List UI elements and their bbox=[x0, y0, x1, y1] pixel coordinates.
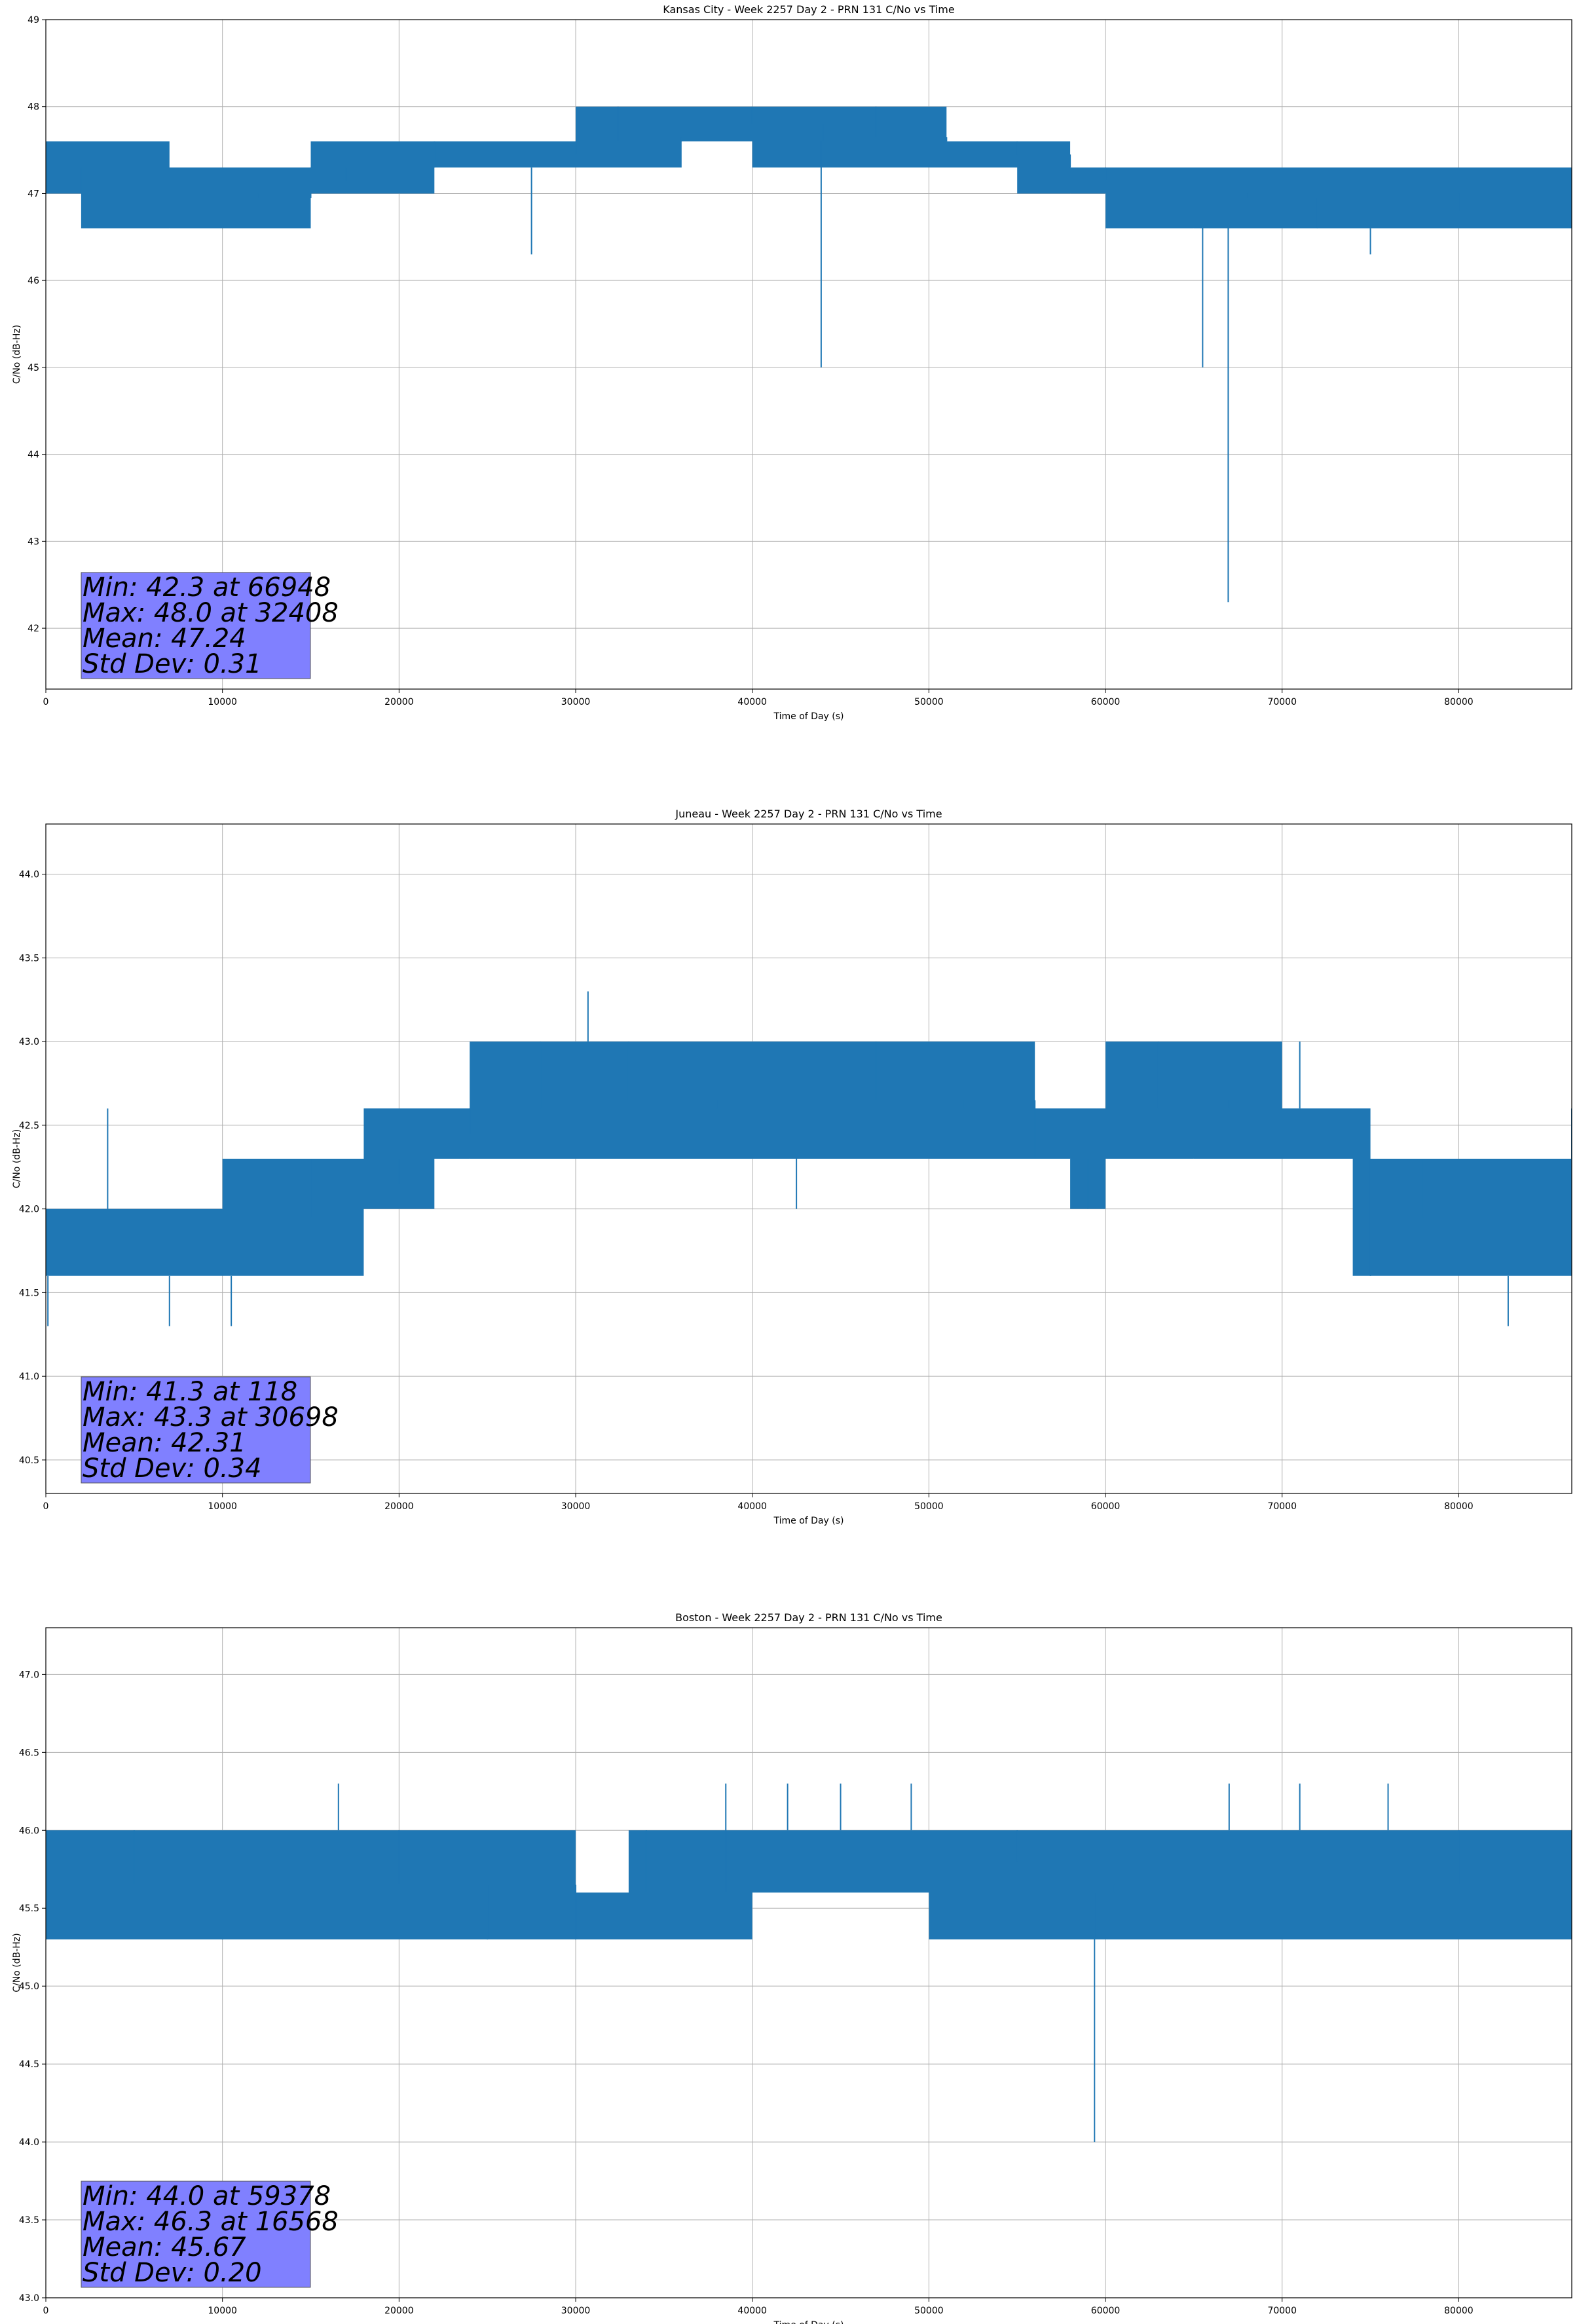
x-tick-label: 20000 bbox=[384, 1501, 414, 1512]
x-axis-label: Time of Day (s) bbox=[773, 1516, 844, 1526]
chart-panel: 0 10000 20000 30000 40000 50000 60000 70000 8000… bbox=[12, 3, 1572, 722]
chart-panel: 0 10000 20000 30000 40000 50000 60000 70000 8000… bbox=[12, 1611, 1572, 2324]
x-tick-label: 30000 bbox=[561, 2306, 591, 2316]
chart-title: Kansas City - Week 2257 Day 2 - PRN 131 … bbox=[663, 3, 954, 16]
y-axis: 42 43 44 45 46 47 48 49 bbox=[28, 15, 46, 634]
y-tick-label: 42.0 bbox=[19, 1205, 39, 1215]
chart-panel: 0 10000 20000 30000 40000 50000 60000 70000 8000… bbox=[12, 808, 1572, 1526]
x-tick-label: 10000 bbox=[208, 1501, 237, 1512]
y-tick-label: 42 bbox=[28, 624, 39, 634]
y-tick-label: 48 bbox=[28, 102, 39, 113]
y-tick-label: 43 bbox=[28, 536, 39, 547]
x-tick-label: 50000 bbox=[914, 697, 944, 707]
y-tick-label: 44.5 bbox=[19, 2059, 39, 2070]
y-tick-label: 44.0 bbox=[19, 2137, 39, 2148]
y-tick-label: 41.5 bbox=[19, 1288, 39, 1298]
y-tick-label: 44 bbox=[28, 450, 39, 460]
stats-line: Mean: 45.67 bbox=[83, 2232, 246, 2262]
stats-line: Std Dev: 0.31 bbox=[83, 649, 262, 679]
x-tick-label: 30000 bbox=[561, 1501, 591, 1512]
x-tick-label: 80000 bbox=[1444, 2306, 1474, 2316]
plot-frame bbox=[45, 823, 1572, 1494]
y-tick-label: 41.0 bbox=[19, 1372, 39, 1382]
y-axis: 43.0 43.5 44.0 44.5 45.0 45.5 46.0 46.5 47.0 bbox=[19, 1670, 46, 2304]
stats-line: Std Dev: 0.20 bbox=[83, 2258, 262, 2288]
x-tick-label: 30000 bbox=[561, 697, 591, 707]
stats-line: Max: 43.3 at 30698 bbox=[83, 1402, 339, 1433]
x-tick-label: 10000 bbox=[208, 2306, 237, 2316]
x-tick-label: 60000 bbox=[1091, 697, 1121, 707]
y-tick-label: 43.0 bbox=[19, 2293, 39, 2304]
y-tick-label: 45.0 bbox=[19, 1981, 39, 1992]
x-tick-label: 0 bbox=[43, 2306, 49, 2316]
chart-title: Juneau - Week 2257 Day 2 - PRN 131 C/No … bbox=[675, 808, 942, 820]
x-tick-label: 50000 bbox=[914, 1501, 944, 1512]
plot-frame bbox=[45, 1627, 1572, 2298]
stats-line: Mean: 47.24 bbox=[83, 624, 246, 654]
stats-line: Mean: 42.31 bbox=[83, 1428, 246, 1458]
stats-box-background bbox=[81, 1376, 311, 1484]
y-tick-label: 49 bbox=[28, 15, 39, 26]
y-tick-label: 43.0 bbox=[19, 1037, 39, 1047]
y-tick-label: 45.5 bbox=[19, 1903, 39, 1914]
y-tick-label: 46.5 bbox=[19, 1748, 39, 1758]
y-tick-label: 43.5 bbox=[19, 953, 39, 964]
x-tick-label: 40000 bbox=[737, 1501, 767, 1512]
signal-band bbox=[46, 1041, 1572, 1276]
y-tick-label: 40.5 bbox=[19, 1455, 39, 1466]
y-axis-label: C/No (dB-Hz) bbox=[12, 325, 22, 384]
x-tick-label: 60000 bbox=[1091, 2306, 1121, 2316]
stats-line: Max: 48.0 at 32408 bbox=[83, 598, 339, 628]
x-tick-label: 80000 bbox=[1444, 697, 1474, 707]
y-tick-label: 47.0 bbox=[19, 1670, 39, 1680]
x-tick-label: 0 bbox=[43, 1501, 49, 1512]
y-tick-label: 47 bbox=[28, 189, 39, 199]
x-tick-label: 80000 bbox=[1444, 1501, 1474, 1512]
x-tick-label: 60000 bbox=[1091, 1501, 1121, 1512]
y-axis: 40.5 41.0 41.5 42.0 42.5 43.0 43.5 44.0 bbox=[19, 870, 46, 1466]
x-axis: 0 10000 20000 30000 40000 50000 60000 70000 8000… bbox=[43, 1493, 1474, 1512]
x-axis: 0 10000 20000 30000 40000 50000 60000 70000 8000… bbox=[43, 689, 1474, 707]
x-tick-label: 0 bbox=[43, 697, 49, 707]
y-tick-label: 45 bbox=[28, 363, 39, 373]
data-layer bbox=[46, 1783, 1572, 2143]
x-axis-label: Time of Day (s) bbox=[773, 2320, 844, 2324]
x-tick-label: 50000 bbox=[914, 2306, 944, 2316]
y-axis-label: C/No (dB-Hz) bbox=[12, 1933, 22, 1992]
x-tick-label: 70000 bbox=[1267, 2306, 1297, 2316]
y-axis-label: C/No (dB-Hz) bbox=[12, 1129, 22, 1188]
stats-line: Min: 41.3 at 118 bbox=[83, 1377, 297, 1407]
plot-frame bbox=[45, 19, 1572, 690]
y-tick-label: 42.5 bbox=[19, 1121, 39, 1131]
x-tick-label: 40000 bbox=[737, 2306, 767, 2316]
x-tick-label: 70000 bbox=[1267, 697, 1297, 707]
data-layer bbox=[46, 106, 1572, 603]
x-tick-label: 70000 bbox=[1267, 1501, 1297, 1512]
x-tick-label: 20000 bbox=[384, 697, 414, 707]
stats-line: Std Dev: 0.34 bbox=[83, 1453, 262, 1484]
stats-line: Min: 44.0 at 59378 bbox=[83, 2181, 331, 2211]
y-tick-label: 44.0 bbox=[19, 870, 39, 880]
x-tick-label: 40000 bbox=[737, 697, 767, 707]
x-axis: 0 10000 20000 30000 40000 50000 60000 70000 8000… bbox=[43, 2298, 1474, 2316]
stats-line: Min: 42.3 at 66948 bbox=[83, 572, 331, 603]
data-layer bbox=[46, 991, 1572, 1326]
signal-band bbox=[46, 1830, 1572, 1940]
y-tick-label: 46 bbox=[28, 276, 39, 286]
x-axis-label: Time of Day (s) bbox=[773, 711, 844, 722]
stats-box-background bbox=[81, 572, 311, 679]
signal-band bbox=[46, 106, 1572, 229]
chart-title: Boston - Week 2257 Day 2 - PRN 131 C/No … bbox=[675, 1611, 942, 1624]
x-tick-label: 20000 bbox=[384, 2306, 414, 2316]
y-tick-label: 43.5 bbox=[19, 2215, 39, 2226]
stats-box-background bbox=[81, 2181, 311, 2288]
y-tick-label: 46.0 bbox=[19, 1826, 39, 1836]
stats-line: Max: 46.3 at 16568 bbox=[83, 2207, 339, 2237]
x-tick-label: 10000 bbox=[208, 697, 237, 707]
